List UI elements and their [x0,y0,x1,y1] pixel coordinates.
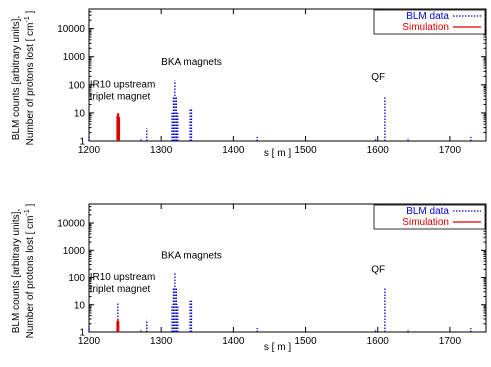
annotation-label: QF [371,72,385,83]
y-tick-label: 100 [68,273,85,284]
legend-box [373,9,486,35]
y-axis-title-line-2: Number of protons lost [ cm-1 ] [24,10,36,145]
legend-label: BLM data [406,11,449,22]
legend-label: BLM data [406,206,449,217]
plot-frame [88,203,487,333]
y-axis-title-line-2: Number of protons lost [ cm-1 ] [24,203,36,338]
x-tick-label: 1600 [367,336,390,347]
x-axis-title: s [ m ] [264,342,291,353]
legend-box [373,204,486,230]
x-tick-label: 1200 [78,336,101,347]
y-tick-label: 1 [79,328,85,339]
annotation-label: IR10 upstream [90,272,156,283]
annotation-label: triplet magnet [90,284,151,295]
y-axis-title-superscript: -1 [24,209,31,215]
y-axis-title-line-1: BLM counts [arbitrary units], [11,209,22,334]
x-tick-label: 1700 [439,145,462,156]
y-tick-label: 10 [74,300,86,311]
annotation-label: triplet magnet [90,92,151,103]
y-axis-title-text: ] [25,203,36,209]
y-axis-title-text: Number of protons lost [ cm [25,215,36,338]
y-axis-title-line-1: BLM counts [arbitrary units], [11,16,22,141]
legend-label: Simulation [402,22,449,33]
x-tick-label: 1500 [294,336,317,347]
x-axis-title: s [ m ] [264,148,291,159]
y-axis-title-text: ] [25,10,36,16]
x-tick-label: 1200 [78,145,101,156]
x-tick-label: 1700 [439,336,462,347]
x-tick-label: 1400 [222,336,245,347]
y-tick-label: 10000 [57,24,85,35]
annotation-label: QF [371,265,385,276]
y-tick-label: 1000 [63,246,86,257]
y-tick-label: 100 [68,80,85,91]
y-tick-label: 10000 [57,219,85,230]
plot-frame [88,8,487,142]
x-tick-label: 1300 [150,145,173,156]
x-tick-label: 1400 [222,145,245,156]
y-tick-label: 1000 [63,52,86,63]
bottom-loss-map-panel: 1 10 100 1000 10000 1200 1300 1400 1500 1600 1700 s… [11,203,487,353]
x-tick-label: 1600 [367,145,390,156]
top-loss-map-panel: 1 10 100 1000 10000 1200 1300 1400 1500 1600 1700 s… [11,8,487,159]
annotation-label: IR10 upstream [90,80,156,91]
annotation-label: BKA magnets [161,250,222,261]
x-tick-label: 1300 [150,336,173,347]
annotation-label: BKA magnets [161,57,222,68]
y-axis-title-text: Number of protons lost [ cm [25,22,36,145]
y-tick-label: 1 [79,137,85,148]
y-axis-title-superscript: -1 [24,16,31,22]
y-tick-label: 10 [74,108,86,119]
legend-label: Simulation [402,217,449,228]
x-tick-label: 1500 [294,145,317,156]
